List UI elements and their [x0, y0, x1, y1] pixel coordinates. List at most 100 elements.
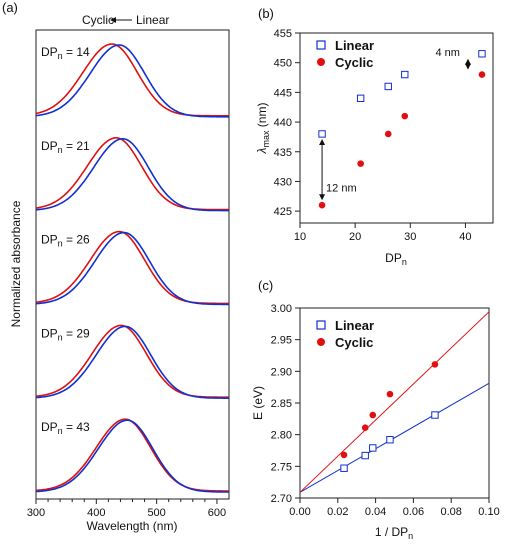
panel-b-annotations: 12 nm 4 nm — [319, 47, 471, 201]
spectrum-label-sub: n — [58, 426, 63, 436]
spectrum-linear-dp-4 — [35, 419, 229, 493]
panel-c-ytick-label: 2.70 — [271, 493, 292, 505]
legend-label-cyclic: Cyclic — [335, 335, 373, 350]
panel-c-ytick-label: 2.80 — [271, 430, 292, 442]
panel-a-header: Cyclic Linear — [82, 13, 169, 27]
spectrum-label: DPn = 43 — [41, 420, 90, 436]
panel-b-xtick-label: 10 — [294, 231, 306, 243]
panel-c-legend: Linear Cyclic — [316, 318, 374, 350]
point-cyclic — [401, 112, 409, 120]
spectrum-label-value: = 21 — [63, 139, 90, 153]
panel-c-axes: 0.00 0.02 0.04 0.06 0.08 0.10 2.70 2.75 2.80 2.85… — [271, 303, 500, 518]
fit-line-cyclic — [299, 311, 490, 493]
panel-c-ylabel: E (eV) — [251, 386, 265, 420]
point-linear — [340, 464, 348, 472]
annotation-arrow-head-up — [464, 58, 471, 65]
spectrum-label-sub: n — [58, 145, 63, 155]
panel-b-ytick-label: 430 — [274, 176, 292, 188]
point-cyclic — [431, 361, 439, 368]
spectrum-label-sub: n — [58, 239, 63, 249]
point-cyclic — [384, 130, 392, 138]
panel-c-xtick-label: 0.04 — [365, 506, 386, 518]
panel-c-xlabel: 1 / DPn — [375, 525, 413, 541]
spectrum-label-value: = 29 — [63, 326, 90, 340]
point-linear — [318, 130, 326, 138]
panel-b-ytick-label: 435 — [274, 147, 292, 159]
spectrum-label: DPn = 29 — [41, 326, 90, 342]
spectrum-label-value: = 14 — [63, 45, 90, 59]
header-linear-label: Linear — [136, 13, 169, 27]
panel-c-points — [340, 361, 439, 472]
point-cyclic — [340, 451, 348, 459]
panel-c-ytick-label: 2.75 — [271, 461, 292, 473]
annotation-label: 4 nm — [436, 47, 460, 59]
panel-a-label: (a) — [2, 0, 18, 15]
panel-b-label: (b) — [258, 6, 274, 21]
panel-c-ytick-label: 2.95 — [271, 335, 292, 347]
spectrum-label-dp: DP — [41, 326, 58, 340]
panel-a-xlabel: Wavelength (nm) — [87, 519, 178, 533]
panel-b-xlabel: DPn — [385, 251, 407, 267]
panel-c-frame — [299, 307, 490, 499]
annotation-arrow-head-up — [319, 138, 326, 145]
spectrum-linear-dp-1 — [35, 137, 229, 212]
point-cyclic — [386, 390, 394, 398]
panel-c-xtick-label: 0.02 — [327, 506, 348, 518]
spectrum-label-dp: DP — [41, 139, 58, 153]
spectrum-linear-dp-0 — [35, 44, 229, 118]
spectrum-label-dp: DP — [41, 233, 58, 247]
point-linear — [369, 444, 377, 452]
panel-b-ytick-label: 450 — [274, 58, 292, 70]
panel-c-xtick-label: 0.00 — [289, 506, 310, 518]
panel-a-ylabel: Normalized absorbance — [9, 200, 23, 327]
panel-b-xtick-label: 30 — [404, 231, 416, 243]
spectrum-label: DPn = 21 — [41, 139, 90, 155]
panel-c-ytick-label: 2.85 — [271, 398, 292, 410]
legend-label-linear: Linear — [335, 318, 374, 333]
point-cyclic — [357, 160, 364, 167]
panel-c-xtick-label: 0.08 — [440, 506, 461, 518]
panel-c-xtick-label: 0.10 — [478, 506, 499, 518]
point-cyclic — [369, 411, 377, 419]
spectrum-label-dp: DP — [41, 420, 58, 434]
spectrum-label: DPn = 14 — [41, 45, 90, 61]
point-linear — [431, 411, 439, 419]
spectrum-label: DPn = 26 — [41, 233, 90, 249]
spectrum-label-sub: n — [58, 51, 63, 61]
point-cyclic — [361, 424, 369, 432]
point-linear — [478, 50, 486, 58]
annotation-label: 12 nm — [326, 183, 357, 195]
panel-a-xtick-label: 400 — [87, 507, 105, 519]
panel-b-ytick-label: 440 — [274, 117, 292, 129]
header-cyclic-label: Cyclic — [82, 13, 114, 27]
spectrum-linear-dp-2 — [35, 231, 229, 306]
panel-a-xtick-label: 500 — [147, 507, 165, 519]
panel-a-x-axis: 300 400 500 600 — [27, 499, 226, 519]
point-linear — [386, 436, 394, 444]
panel-b-ylabel: λmax (nm) — [255, 103, 271, 155]
spectrum-label-value: = 26 — [63, 233, 90, 247]
panel-a-xtick-label: 600 — [208, 507, 226, 519]
panel-b-frame — [299, 32, 494, 224]
spectrum-label-value: = 43 — [63, 420, 90, 434]
spectrum-label-dp: DP — [41, 45, 58, 59]
point-linear — [361, 451, 369, 460]
point-cyclic — [478, 71, 486, 78]
panel-b-ytick-label: 455 — [274, 28, 292, 40]
point-linear — [384, 82, 392, 91]
panel-b-ytick-label: 425 — [274, 206, 292, 218]
panel-c-label: (c) — [258, 278, 273, 293]
panel-b-axes: 10 20 30 40 425 430 435 440 445 450 455 — [274, 28, 472, 243]
panel-c-ytick-label: 2.90 — [271, 366, 292, 378]
point-cyclic — [318, 201, 326, 209]
panel-b-xtick-label: 20 — [349, 231, 361, 243]
fit-line-linear — [299, 382, 490, 493]
panel-c-ytick-label: 3.00 — [271, 303, 292, 315]
legend-marker-cyclic — [317, 58, 325, 66]
point-linear — [401, 70, 409, 79]
annotation-arrow-head-down — [464, 63, 471, 70]
legend-label-cyclic: Cyclic — [335, 55, 373, 70]
spectrum-linear-dp-3 — [35, 325, 229, 399]
